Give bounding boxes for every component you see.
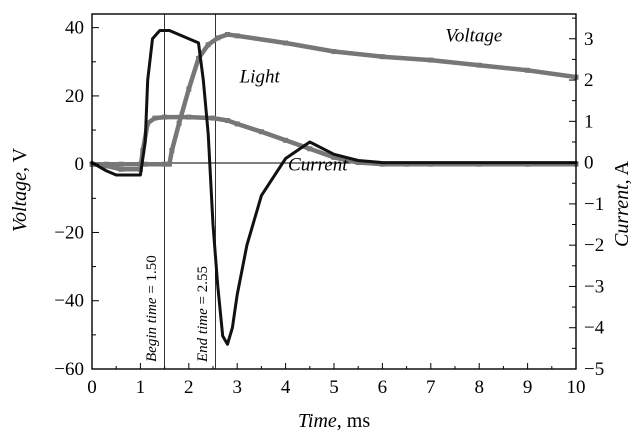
light-point [186,114,192,120]
light-point [210,115,216,121]
y-right-tick-label: 2 [584,70,594,91]
y-right-tick-labels: 3 2 1 0 −1 −2 −3 −4 −5 [584,29,605,380]
y-left-tick-label: −40 [54,291,84,312]
y-right-tick-label: 1 [584,111,594,132]
light-point [104,163,110,169]
light-point [283,137,289,143]
voltage-point [379,54,385,60]
current-series-label: Current [288,154,348,175]
voltage-point [331,49,337,55]
x-tick-label: 0 [87,377,97,398]
light-point [258,129,264,135]
voltage-point [205,42,211,48]
voltage-point [195,55,201,61]
light-point [225,118,231,123]
y-left-tick-label: 40 [65,18,84,39]
x-tick-label: 10 [567,377,586,398]
light-point [307,146,313,152]
y-right-tick-label: 0 [584,153,594,174]
y-left-tick-label: 20 [65,86,84,107]
end-time-label: End time = 2.55 [195,266,211,363]
y-left-tick-label: −60 [54,359,84,380]
voltage-point [225,31,231,37]
x-tick-label: 5 [329,377,339,398]
x-tick-labels: 0 1 2 3 4 5 6 7 8 9 10 [87,377,585,398]
voltage-point [476,62,482,68]
light-point [118,166,124,172]
light-point [152,115,158,121]
plot-area [89,13,579,370]
light-point [476,161,482,167]
y-left-tick-label: −20 [54,222,84,243]
x-tick-label: 8 [474,377,484,398]
light-point [234,121,240,127]
begin-time-label: Begin time = 1.50 [144,255,160,362]
y-right-tick-label: −4 [584,318,605,339]
voltage-point [162,161,168,167]
voltage-point [215,35,221,41]
series-layer [89,29,579,346]
voltage-point [169,148,175,154]
light-point [379,161,385,167]
y-left-axis-title: Voltage, V [9,147,31,232]
light-point [331,154,337,160]
x-tick-label: 6 [378,377,388,398]
y-right-axis-title: Current, A [611,160,633,247]
light-point [355,159,361,165]
y-right-tick-label: 3 [584,29,594,50]
light-point [428,161,434,167]
current-series-line [89,29,578,346]
light-series-label: Light [239,66,281,87]
light-point [404,161,410,167]
light-point [525,161,531,167]
y-left-tick-labels: 40 20 0 −20 −40 −60 [54,18,84,380]
voltage-point [176,120,182,126]
voltage-point [283,40,289,46]
light-point [145,120,151,126]
voltage-point [142,161,148,167]
marker-lines [164,14,216,369]
x-tick-label: 2 [184,377,194,398]
x-tick-label: 7 [426,377,436,398]
y-right-tick-label: −5 [584,359,604,380]
x-tick-label: 1 [136,377,146,398]
voltage-point [234,33,240,39]
x-tick-label: 3 [232,377,242,398]
x-tick-label: 9 [523,377,533,398]
voltage-point [166,161,172,167]
y-right-tick-label: −1 [584,194,604,215]
ticks [91,17,577,370]
y-right-tick-label: −3 [584,276,604,297]
y-right-tick-label: −2 [584,235,604,256]
x-tick-label: 4 [281,377,291,398]
voltage-point [428,57,434,63]
y-left-tick-label: 0 [75,154,85,175]
voltage-point [118,161,124,167]
x-axis-title: Time, ms [298,410,370,432]
voltage-series-label: Voltage [445,25,502,46]
voltage-point [186,86,192,92]
voltage-point [525,67,531,73]
light-point [162,114,168,120]
